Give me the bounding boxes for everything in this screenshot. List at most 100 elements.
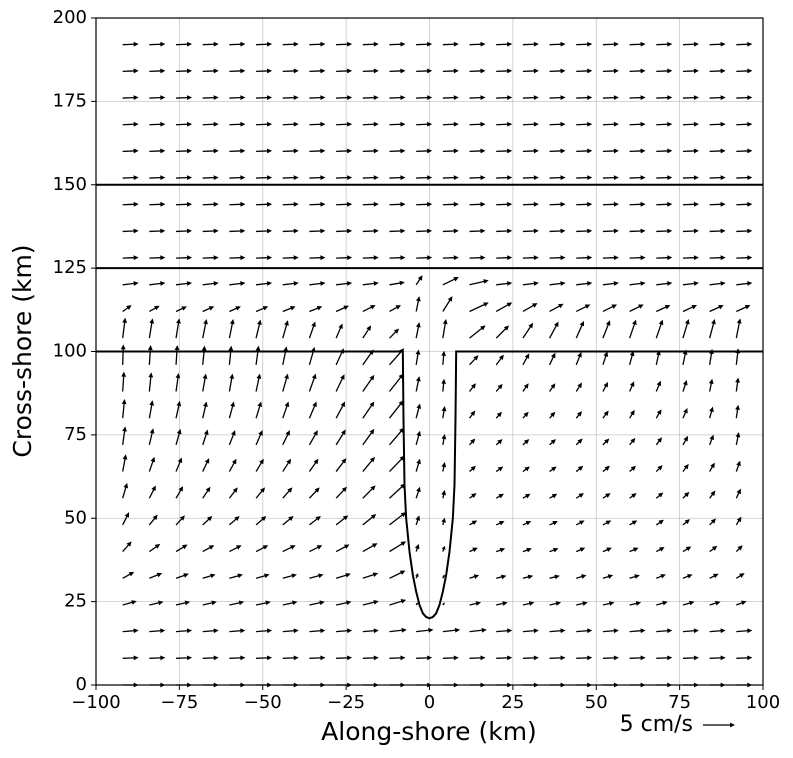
velocity-arrow xyxy=(602,281,619,286)
velocity-arrow xyxy=(549,121,566,127)
velocity-arrow xyxy=(120,344,126,365)
velocity-arrow xyxy=(709,573,719,579)
velocity-arrow xyxy=(682,574,693,579)
velocity-arrow xyxy=(362,201,379,207)
velocity-arrow xyxy=(495,302,513,313)
velocity-arrow xyxy=(549,439,556,446)
velocity-arrow xyxy=(735,377,740,392)
velocity-arrow xyxy=(202,148,219,154)
velocity-arrow xyxy=(256,628,273,634)
velocity-arrow xyxy=(229,545,242,553)
velocity-arrow xyxy=(256,95,273,100)
velocity-arrow xyxy=(496,201,513,207)
velocity-arrow xyxy=(256,255,273,261)
velocity-arrow xyxy=(735,318,742,339)
velocity-arrow xyxy=(362,599,379,606)
velocity-arrow xyxy=(441,545,446,552)
velocity-arrow xyxy=(442,41,459,47)
velocity-arrow xyxy=(202,281,219,286)
velocity-arrow xyxy=(202,429,209,446)
velocity-arrow xyxy=(522,493,531,499)
velocity-arrow xyxy=(202,401,208,419)
velocity-arrow xyxy=(309,600,325,606)
velocity-arrow xyxy=(602,601,615,606)
y-axis-label: Cross-shore (km) xyxy=(8,244,37,457)
velocity-arrow xyxy=(416,228,433,234)
velocity-arrow xyxy=(576,201,593,207)
velocity-arrow xyxy=(202,318,208,339)
velocity-arrow xyxy=(202,228,219,234)
velocity-arrow xyxy=(415,296,421,312)
velocity-arrow xyxy=(629,201,646,207)
velocity-arrow xyxy=(495,466,504,473)
velocity-arrow xyxy=(148,318,155,339)
velocity-arrow xyxy=(228,487,238,499)
velocity-arrow xyxy=(682,435,689,446)
velocity-arrow xyxy=(602,175,619,181)
velocity-arrow xyxy=(175,600,191,606)
velocity-arrow xyxy=(709,175,726,181)
velocity-arrow xyxy=(389,95,406,100)
velocity-arrow xyxy=(576,574,587,579)
velocity-arrow xyxy=(682,201,699,207)
y-tick-label: 75 xyxy=(64,424,87,445)
velocity-arrow xyxy=(335,348,344,366)
velocity-arrow xyxy=(309,515,321,526)
velocity-arrow xyxy=(575,352,582,366)
velocity-arrow xyxy=(389,228,406,234)
velocity-arrow xyxy=(122,454,128,472)
velocity-arrow xyxy=(122,201,139,207)
velocity-arrow xyxy=(335,305,349,313)
velocity-arrow xyxy=(389,541,407,553)
velocity-arrow xyxy=(388,400,404,419)
velocity-arrow xyxy=(602,228,619,234)
velocity-arrow xyxy=(122,317,128,339)
x-tick-label: 50 xyxy=(585,692,608,713)
velocity-arrow xyxy=(629,255,646,261)
velocity-arrow xyxy=(629,409,635,419)
velocity-arrow xyxy=(308,458,319,472)
velocity-arrow xyxy=(496,228,513,234)
velocity-arrow xyxy=(495,411,502,419)
velocity-arrow xyxy=(309,121,326,127)
velocity-arrow xyxy=(309,41,326,47)
velocity-arrow xyxy=(655,380,662,392)
velocity-arrow xyxy=(202,41,219,47)
velocity-arrow xyxy=(149,41,166,47)
velocity-arrow xyxy=(228,373,235,392)
velocity-arrow xyxy=(282,175,299,181)
velocity-arrow xyxy=(549,303,564,313)
velocity-arrow xyxy=(335,458,347,472)
velocity-arrow xyxy=(736,175,753,181)
velocity-arrow xyxy=(442,627,461,633)
velocity-arrow xyxy=(576,655,593,661)
velocity-arrow xyxy=(282,201,299,207)
velocity-arrow xyxy=(682,228,699,234)
velocity-arrow xyxy=(682,121,699,127)
velocity-arrow xyxy=(256,68,273,74)
velocity-arrow xyxy=(736,148,753,154)
velocity-arrow xyxy=(602,351,609,366)
x-tick-label: −25 xyxy=(327,692,365,713)
velocity-arrow xyxy=(522,466,530,473)
velocity-arrow xyxy=(549,95,566,100)
velocity-arrow xyxy=(682,148,699,154)
velocity-arrow xyxy=(122,512,130,526)
velocity-arrow xyxy=(629,175,646,181)
velocity-arrow xyxy=(255,430,263,446)
velocity-arrow xyxy=(469,465,476,473)
velocity-arrow xyxy=(549,41,566,47)
velocity-arrow xyxy=(602,320,611,339)
velocity-arrow xyxy=(495,547,506,553)
velocity-arrow xyxy=(148,372,154,392)
velocity-arrow xyxy=(175,486,184,499)
velocity-arrow xyxy=(282,228,299,234)
velocity-arrow xyxy=(469,655,486,661)
velocity-arrow xyxy=(336,228,353,234)
velocity-arrow xyxy=(655,350,661,365)
velocity-arrow xyxy=(309,655,326,661)
velocity-arrow xyxy=(255,600,271,606)
velocity-arrow xyxy=(522,148,539,154)
velocity-arrow xyxy=(362,121,379,127)
velocity-arrow xyxy=(149,281,166,286)
